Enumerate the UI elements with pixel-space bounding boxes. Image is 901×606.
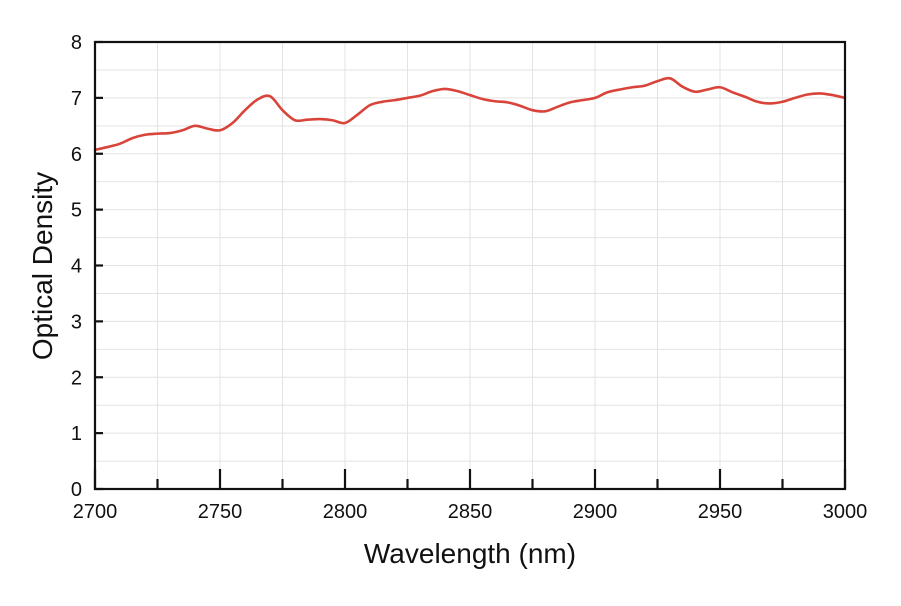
- y-tick-label: 1: [71, 423, 82, 445]
- y-tick-label: 5: [71, 200, 82, 222]
- y-tick-label: 0: [71, 479, 82, 501]
- x-tick-label: 2700: [73, 501, 118, 523]
- series-line: [93, 76, 847, 152]
- y-tick-label: 6: [71, 144, 82, 166]
- y-tick-label: 8: [71, 32, 82, 54]
- x-tick-label: 3000: [823, 501, 868, 523]
- y-tick-label: 7: [71, 88, 82, 110]
- axis-ticks: [93, 40, 847, 491]
- x-tick-label: 2850: [448, 501, 493, 523]
- x-tick-label: 2800: [323, 501, 368, 523]
- x-tick-label: 2950: [698, 501, 743, 523]
- data-series: [93, 76, 847, 152]
- y-axis-tick-labels: 0 1 2 3 4 5 6 7 8: [71, 32, 82, 501]
- x-tick-label: 2900: [573, 501, 618, 523]
- y-tick-label: 4: [71, 256, 82, 278]
- y-tick-label: 3: [71, 311, 82, 333]
- y-axis-title: Optical Density: [27, 172, 58, 360]
- x-tick-label: 2750: [198, 501, 243, 523]
- x-axis-title: Wavelength (nm): [364, 538, 576, 569]
- y-tick-label: 2: [71, 367, 82, 389]
- x-axis-tick-labels: 2700 2750 2800 2850 2900 2950 3000: [73, 501, 868, 523]
- grid-lines: [94, 41, 846, 490]
